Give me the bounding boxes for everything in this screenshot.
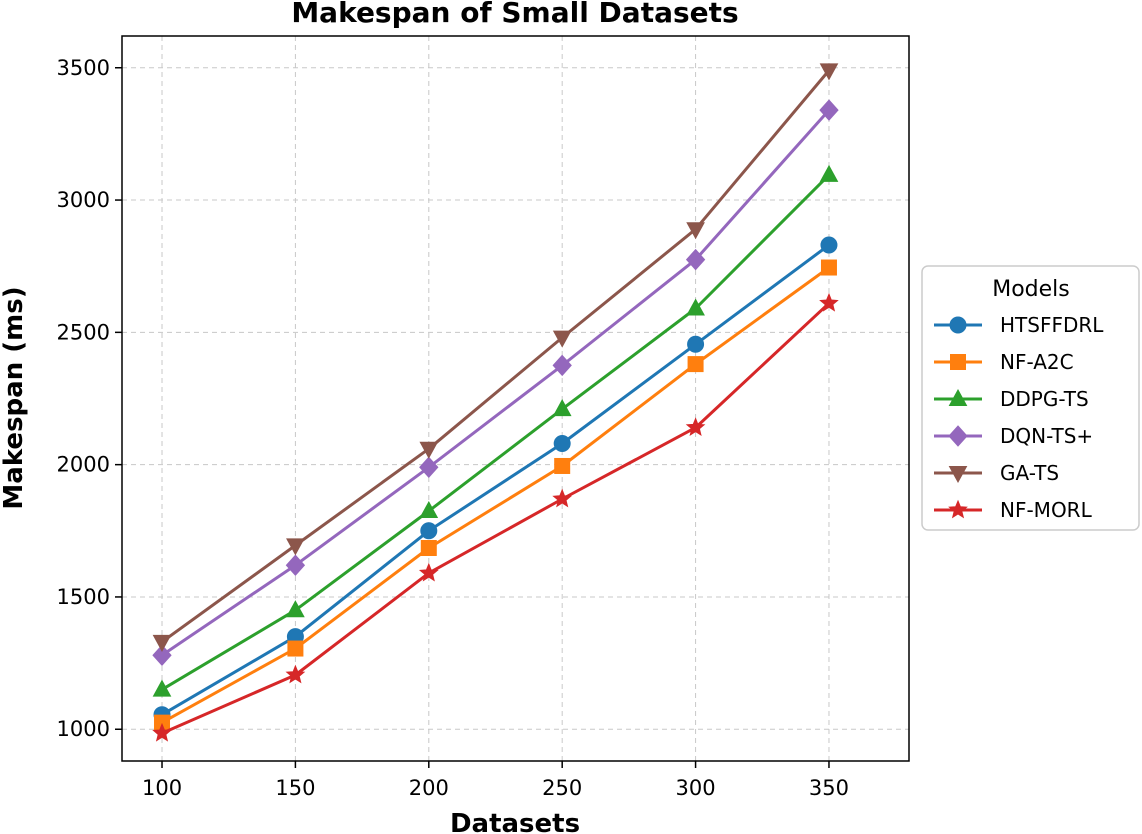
y-tick-label: 3000 xyxy=(57,188,110,212)
data-point-dqn-ts- xyxy=(420,457,438,477)
legend-item-dqn-ts-: DQN-TS+ xyxy=(934,424,1093,448)
data-point-htsffdrl xyxy=(688,336,704,352)
series-line-dqn-ts- xyxy=(162,110,829,655)
data-point-ga-ts xyxy=(154,635,171,651)
x-tick-label: 100 xyxy=(142,776,182,800)
y-tick-label: 3500 xyxy=(57,56,110,80)
series-layer xyxy=(153,64,838,741)
data-point-dqn-ts- xyxy=(553,355,571,375)
data-point-ga-ts xyxy=(420,442,437,458)
legend-label: GA-TS xyxy=(1000,461,1059,485)
data-point-htsffdrl xyxy=(421,523,437,539)
data-point-nf-a2c xyxy=(688,357,703,372)
data-point-ddpg-ts xyxy=(554,400,571,416)
series-line-ddpg-ts xyxy=(162,175,829,690)
series-nf-morl xyxy=(154,294,838,740)
chart-root: Makespan of Small Datasets 100 150 200 250 3… xyxy=(0,0,1142,834)
data-point-nf-a2c xyxy=(288,641,303,656)
legend-title: Models xyxy=(992,277,1070,302)
data-point-nf-a2c xyxy=(421,540,436,555)
x-tick-label: 150 xyxy=(275,776,315,800)
data-point-ddpg-ts xyxy=(420,502,437,518)
legend-label: NF-MORL xyxy=(1000,498,1093,522)
series-ddpg-ts xyxy=(154,166,838,696)
data-point-ga-ts xyxy=(287,539,304,555)
series-line-nf-a2c xyxy=(162,268,829,723)
data-point-ddpg-ts xyxy=(821,166,838,182)
series-ga-ts xyxy=(154,64,838,651)
legend-marker xyxy=(951,355,966,370)
y-tick-label: 2500 xyxy=(57,320,110,344)
legend-label: NF-A2C xyxy=(1000,350,1074,374)
series-line-htsffdrl xyxy=(162,245,829,715)
legend-marker xyxy=(950,317,966,333)
data-point-ddpg-ts xyxy=(287,601,304,617)
plot-frame xyxy=(122,36,909,761)
series-line-ga-ts xyxy=(162,70,829,642)
series-htsffdrl xyxy=(154,237,837,723)
x-axis-label: Datasets xyxy=(450,809,580,834)
legend-label: DDPG-TS xyxy=(1000,387,1089,411)
y-axis-label: Makespan (ms) xyxy=(0,286,29,509)
y-tick-label: 2000 xyxy=(57,453,110,477)
x-tick-label: 300 xyxy=(676,776,716,800)
grid-layer xyxy=(122,36,909,761)
data-point-htsffdrl xyxy=(821,237,837,253)
x-tick-label: 200 xyxy=(409,776,449,800)
chart-title: Makespan of Small Datasets xyxy=(291,0,738,29)
data-point-dqn-ts- xyxy=(286,555,304,575)
data-point-htsffdrl xyxy=(554,435,570,451)
series-dqn-ts- xyxy=(153,100,838,665)
y-tick-label: 1500 xyxy=(57,585,110,609)
legend: Models HTSFFDRL NF-A2C DDPG-TS DQN-TS+ GA-TS… xyxy=(922,266,1139,530)
x-tick-label: 250 xyxy=(542,776,582,800)
legend-label: HTSFFDRL xyxy=(1000,313,1104,337)
y-tick-label: 1000 xyxy=(57,717,110,741)
data-point-ddpg-ts xyxy=(154,681,171,697)
data-point-nf-a2c xyxy=(555,458,570,473)
x-tick-label: 350 xyxy=(809,776,849,800)
data-point-nf-a2c xyxy=(821,260,836,275)
legend-label: DQN-TS+ xyxy=(1000,424,1093,448)
line-chart: Makespan of Small Datasets 100 150 200 250 3… xyxy=(0,0,1142,834)
